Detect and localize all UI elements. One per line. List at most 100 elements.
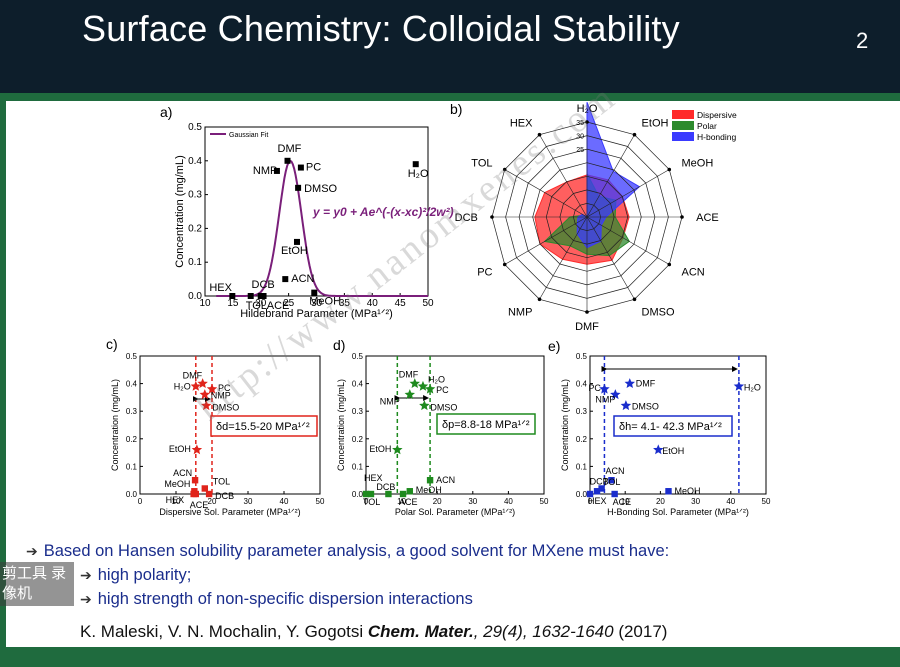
- x-tick-label: 40: [726, 497, 735, 506]
- x-tick-label: 15: [227, 298, 239, 309]
- radar-axis-dot: [537, 132, 542, 137]
- y-axis-label: Concentration (mg/mL): [336, 379, 346, 471]
- fit-equation: y = y0 + Ae^(-(x-xc)²/2w²): [312, 205, 454, 219]
- x-tick-label: 0: [588, 497, 593, 506]
- legend-label: H-bonding: [697, 132, 736, 142]
- data-point: [293, 238, 300, 245]
- y-tick-label: 0.3: [188, 190, 202, 201]
- chart-e: 0 10 20 30 40 50 0.0 0.1 0.2 0.3 0.4 0.5 H-Bonding S…: [560, 352, 771, 517]
- citation-year: (2017): [618, 622, 668, 641]
- radar-axis-dot: [632, 132, 637, 137]
- point-label: H₂O: [408, 168, 429, 180]
- x-tick-label: 10: [199, 298, 211, 309]
- radar-axis-label: DCB: [455, 212, 478, 224]
- x-tick-label: 50: [422, 298, 434, 309]
- point-label: DMSO: [430, 403, 457, 413]
- y-tick-label: 0.3: [126, 407, 138, 416]
- point-label: HEX: [588, 496, 607, 506]
- data-point-star: [404, 389, 416, 400]
- radar-spoke: [539, 216, 588, 300]
- y-tick-label: 0.2: [576, 435, 588, 444]
- panel-label-c: c): [106, 336, 118, 352]
- x-axis-label: Polar Sol. Parameter (MPa¹ᐟ²): [395, 507, 515, 517]
- data-point: [273, 167, 280, 174]
- panel-label-b: b): [450, 101, 463, 117]
- x-tick-label: 10: [397, 497, 406, 506]
- radar-spoke: [504, 216, 588, 265]
- y-tick-label: 0.5: [188, 122, 202, 133]
- x-axis-label: Hildebrand Parameter (MPa¹ᐟ²): [240, 308, 393, 320]
- x-tick-label: 30: [468, 497, 477, 506]
- point-label: ACE: [399, 497, 418, 507]
- y-tick-label: 0.4: [576, 380, 588, 389]
- radar-axis-label: TOL: [471, 157, 492, 169]
- plot-frame: [139, 355, 321, 495]
- radar-axis-label: DMF: [575, 321, 599, 333]
- data-point-star: [599, 383, 610, 394]
- chart-d: 0 10 20 30 40 50 0.0 0.1 0.2 0.3 0.4 0.5 Polar Sol. …: [336, 352, 549, 517]
- legend-label: Polar: [697, 121, 717, 131]
- radar-tick-label: 30: [576, 134, 584, 141]
- radar-spoke: [586, 169, 670, 218]
- legend-swatch: [672, 132, 694, 141]
- x-tick-label: 25: [283, 298, 295, 309]
- data-point-square: [665, 488, 672, 495]
- point-label: EtOH: [662, 446, 684, 456]
- data-point-star: [409, 378, 420, 389]
- data-point-star: [190, 380, 202, 391]
- citation-journal: Chem. Mater.: [367, 622, 474, 641]
- annotation-box: [210, 415, 318, 437]
- x-tick-label: 10: [172, 497, 181, 506]
- radar-axis-dot: [632, 297, 637, 302]
- x-tick-label: 20: [255, 298, 267, 309]
- radar-tick-label: 25: [576, 147, 584, 154]
- data-point-square: [192, 490, 199, 498]
- point-label: HEX: [166, 495, 185, 505]
- bullet-sub2: ➔ high strength of non-specific dispersio…: [80, 590, 473, 609]
- point-label: DMF: [636, 379, 656, 389]
- data-point-square: [205, 490, 213, 498]
- point-label: DMF: [183, 371, 203, 381]
- y-tick-label: 0.1: [188, 257, 202, 268]
- x-tick-label: 30: [244, 497, 253, 506]
- data-point: [295, 184, 302, 191]
- point-label: EtOH: [281, 245, 308, 257]
- slide-number: 2: [856, 28, 869, 53]
- point-label: HEX: [364, 473, 383, 483]
- radar-axis-dot: [585, 120, 589, 124]
- point-label: EtOH: [169, 444, 191, 454]
- point-label: PC: [306, 162, 321, 174]
- arrow-bullet-icon: ➔: [80, 591, 92, 607]
- data-point-star: [610, 389, 621, 400]
- x-tick-label: 20: [208, 497, 217, 506]
- header-stripe: [0, 93, 900, 101]
- data-point-star: [653, 444, 664, 455]
- y-tick-label: 0.0: [352, 490, 364, 499]
- data-point-square: [406, 488, 413, 495]
- x-tick-label: 50: [316, 497, 325, 506]
- data-point: [257, 293, 264, 299]
- point-label: ACN: [605, 466, 624, 476]
- data-point-square: [426, 477, 434, 484]
- point-label: DMSO: [212, 403, 239, 413]
- annotation-box: [613, 415, 733, 437]
- bullet-sub2-text: high strength of non-specific dispersion…: [97, 590, 473, 608]
- legend-swatch: [672, 121, 694, 130]
- x-tick-label: 35: [339, 298, 351, 309]
- y-tick-label: 0.3: [352, 407, 364, 416]
- y-tick-label: 0.4: [188, 156, 202, 167]
- slide-title: Surface Chemistry: Colloidal Stability: [82, 8, 680, 49]
- recorder-overlay: 剪工具 录像机: [0, 562, 74, 606]
- bullet-sub1: ➔ high polarity;: [80, 566, 191, 585]
- data-point-star: [201, 400, 212, 411]
- point-label: PC: [588, 383, 601, 393]
- citation-volume: , 29(4), 1632-1640: [473, 622, 619, 641]
- data-point-star: [392, 444, 403, 455]
- data-point-square: [385, 490, 392, 498]
- radar-axis-label: ACE: [696, 212, 719, 224]
- data-point-square: [367, 490, 375, 498]
- data-point: [412, 161, 419, 168]
- point-label: H₂O: [174, 381, 191, 391]
- y-tick-label: 0.0: [188, 291, 202, 302]
- x-tick-label: 50: [762, 497, 771, 506]
